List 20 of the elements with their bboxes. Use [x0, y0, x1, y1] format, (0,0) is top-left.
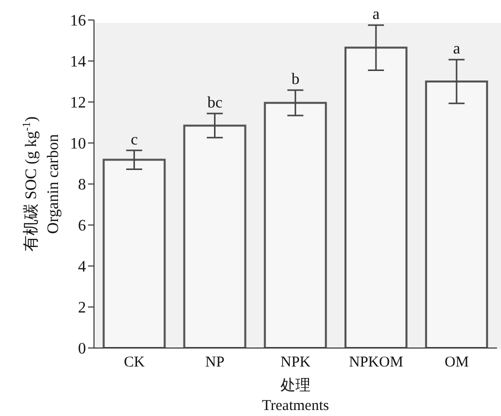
y-tick-label: 16: [70, 12, 86, 30]
annotation: c: [130, 131, 138, 148]
x-tick-label: NP: [205, 354, 224, 371]
y-tick-label: 0: [78, 340, 86, 358]
y-tick-label: 4: [78, 258, 86, 276]
annotation: b: [292, 71, 300, 88]
y-tick-label: 12: [70, 94, 86, 112]
x-tick-label: CK: [124, 354, 145, 371]
annotation: a: [453, 40, 460, 58]
annotation: a: [372, 6, 380, 24]
y-tick-label: 2: [78, 300, 86, 317]
y-tick-label: 6: [78, 218, 86, 235]
y-tick-label: 14: [70, 54, 86, 71]
annotation: bc: [207, 94, 222, 112]
x-tick-label: OM: [444, 354, 469, 371]
x-axis-title: 处理 Treatments: [262, 377, 330, 414]
x-tick-label: NPKOM: [349, 354, 404, 371]
x-tick-label: NPK: [280, 354, 311, 371]
y-tick-label: 8: [78, 176, 86, 194]
y-tick-label: 10: [70, 136, 86, 153]
